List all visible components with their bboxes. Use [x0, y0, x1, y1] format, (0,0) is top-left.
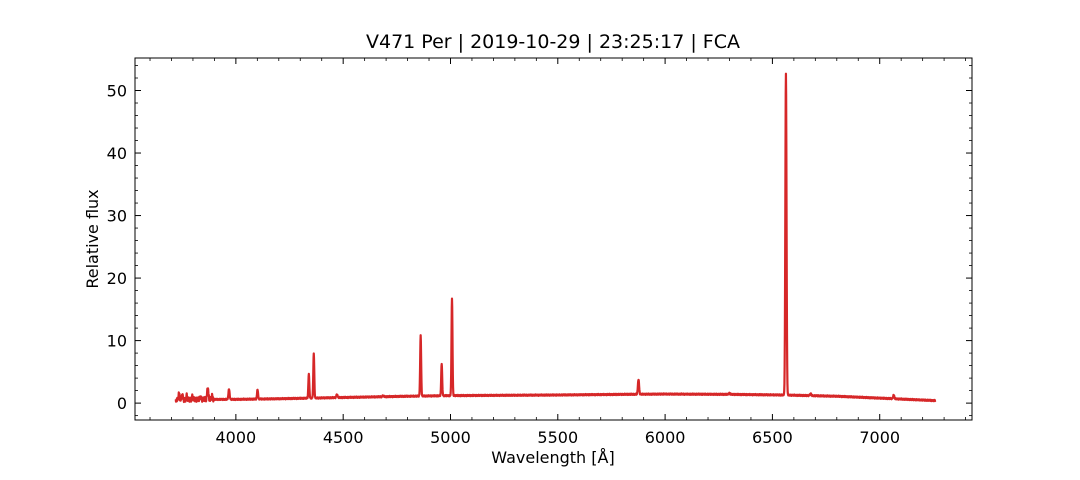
- y-tick-label: 10: [107, 332, 127, 351]
- x-tick-label: 6000: [645, 428, 686, 447]
- y-tick-label: 0: [117, 394, 127, 413]
- axis-ticks: 4000 4500 5000 5500 6000 6500 7000 0 10 20 30 40 50: [107, 58, 972, 447]
- x-axis-label: Wavelength [Å]: [491, 448, 614, 467]
- x-tick-label: 6500: [752, 428, 793, 447]
- plot-frame: [134, 57, 973, 421]
- series-line: [174, 72, 937, 404]
- y-tick-label: 50: [107, 82, 127, 101]
- y-axis-label: Relative flux: [83, 189, 102, 288]
- x-tick-label: 4000: [216, 428, 257, 447]
- chart-title: V471 Per | 2019-10-29 | 23:25:17 | FCA: [366, 31, 740, 53]
- y-tick-label: 20: [107, 269, 127, 288]
- x-tick-label: 7000: [859, 428, 900, 447]
- y-tick-label: 40: [107, 144, 127, 163]
- x-tick-label: 5000: [430, 428, 471, 447]
- x-tick-label: 5500: [537, 428, 578, 447]
- x-tick-label: 4500: [323, 428, 364, 447]
- y-tick-label: 30: [107, 207, 127, 226]
